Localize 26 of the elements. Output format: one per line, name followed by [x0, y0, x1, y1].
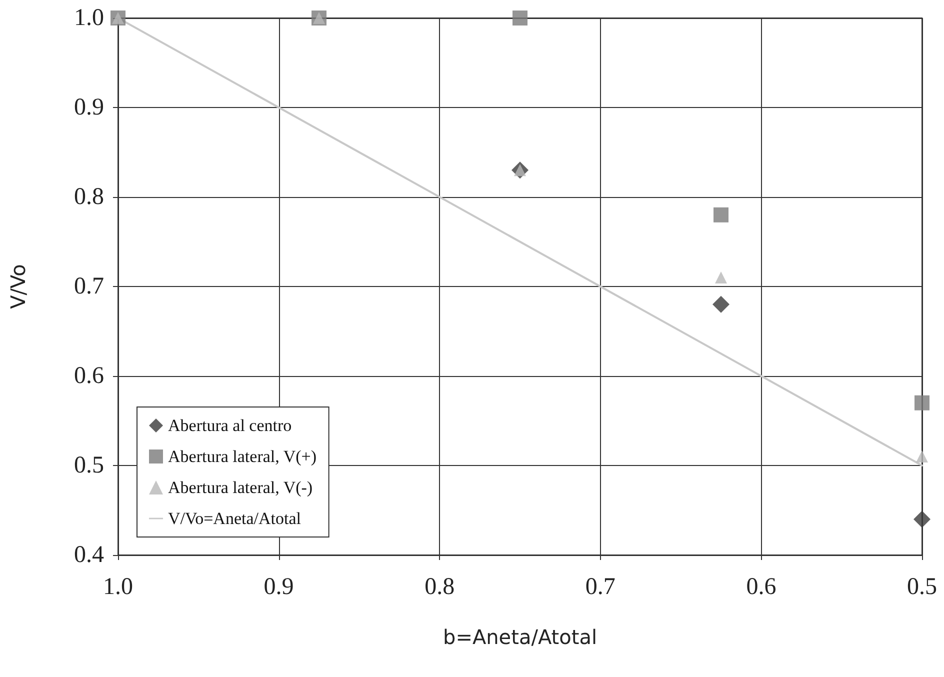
x-tick-label: 0.7 — [585, 574, 616, 600]
y-tick-label: 1.0 — [74, 5, 104, 31]
x-tick-label: 0.8 — [424, 574, 455, 600]
x-tick-label: 0.9 — [264, 574, 294, 600]
point — [914, 510, 930, 528]
y-axis-title: V/Vo — [6, 264, 30, 309]
legend-label: Abertura lateral, V(+) — [168, 447, 317, 466]
y-tick-label: 0.5 — [74, 452, 104, 478]
point — [512, 10, 528, 26]
point — [714, 207, 728, 222]
legend-label: V/Vo=Aneta/Atotal — [168, 509, 302, 528]
point — [916, 450, 928, 463]
x-axis-title: b=Aneta/Atotal — [442, 625, 598, 649]
x-tick-label: 1.0 — [103, 574, 133, 600]
legend-label: Abertura lateral, V(-) — [168, 478, 313, 497]
y-tick-label: 0.8 — [74, 184, 104, 210]
point — [715, 272, 727, 284]
y-tick-label: 0.9 — [74, 94, 104, 120]
legend-label: Abertura al centro — [168, 416, 292, 435]
y-tick-label: 0.7 — [74, 274, 104, 300]
y-tick-label: 0.6 — [74, 363, 104, 389]
x-tick-label: 0.6 — [746, 574, 776, 600]
x-tick-label: 0.5 — [907, 574, 937, 600]
y-tick-label: 0.4 — [74, 542, 104, 568]
point — [712, 296, 730, 313]
point — [914, 395, 930, 410]
